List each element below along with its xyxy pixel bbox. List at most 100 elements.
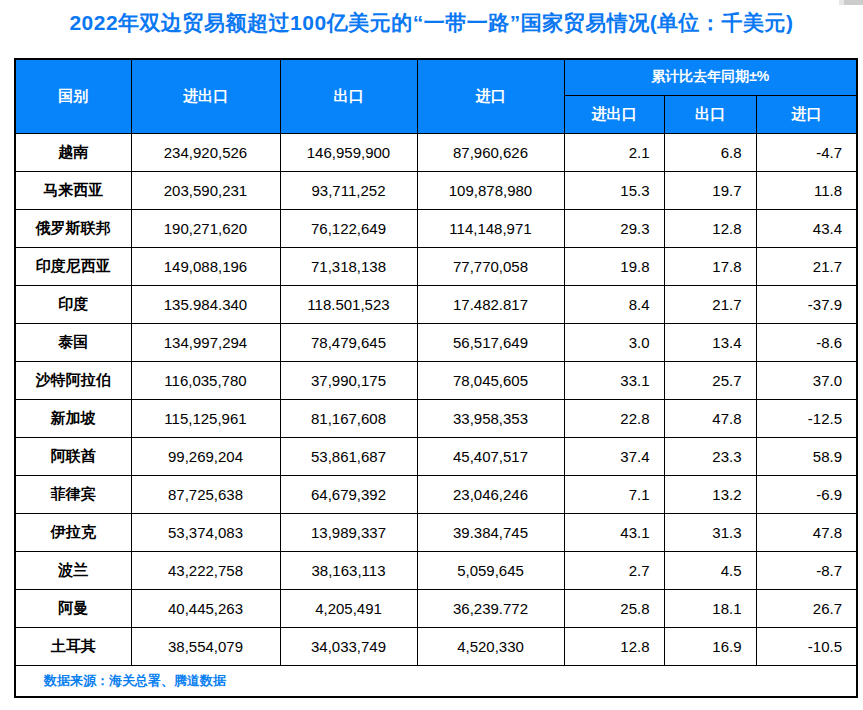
yoy-total-cell: 29.3 bbox=[564, 209, 664, 247]
export-cell: 53,861,687 bbox=[280, 437, 417, 475]
table-row: 印度尼西亚 149,088,196 71,318,138 77,770,058 … bbox=[15, 247, 857, 285]
total-cell: 134,997,294 bbox=[131, 323, 280, 361]
export-cell: 81,167,608 bbox=[280, 399, 417, 437]
country-cell: 俄罗斯联邦 bbox=[15, 209, 131, 247]
import-cell: 17.482.817 bbox=[417, 285, 564, 323]
yoy-total-cell: 3.0 bbox=[564, 323, 664, 361]
yoy-export-cell: 18.1 bbox=[664, 589, 756, 627]
yoy-export-cell: 19.7 bbox=[664, 171, 756, 209]
export-cell: 76,122,649 bbox=[280, 209, 417, 247]
country-cell: 土耳其 bbox=[15, 627, 131, 665]
yoy-total-cell: 19.8 bbox=[564, 247, 664, 285]
import-cell: 87,960,626 bbox=[417, 133, 564, 171]
total-cell: 87,725,638 bbox=[131, 475, 280, 513]
yoy-total-cell: 25.8 bbox=[564, 589, 664, 627]
yoy-total-cell: 43.1 bbox=[564, 513, 664, 551]
total-cell: 38,554,079 bbox=[131, 627, 280, 665]
table-row: 菲律宾 87,725,638 64,679,392 23,046,246 7.1… bbox=[15, 475, 857, 513]
table-row: 伊拉克 53,374,083 13,989,337 39.384,745 43.… bbox=[15, 513, 857, 551]
import-cell: 78,045,605 bbox=[417, 361, 564, 399]
yoy-import-cell: 43.4 bbox=[756, 209, 857, 247]
yoy-import-cell: -6.9 bbox=[756, 475, 857, 513]
yoy-total-cell: 12.8 bbox=[564, 627, 664, 665]
yoy-export-cell: 6.8 bbox=[664, 133, 756, 171]
country-cell: 印度 bbox=[15, 285, 131, 323]
export-cell: 34,033,749 bbox=[280, 627, 417, 665]
country-cell: 菲律宾 bbox=[15, 475, 131, 513]
total-cell: 43,222,758 bbox=[131, 551, 280, 589]
table-row: 越南 234,920,526 146,959,900 87,960,626 2.… bbox=[15, 133, 857, 171]
country-cell: 马来西亚 bbox=[15, 171, 131, 209]
yoy-export-cell: 12.8 bbox=[664, 209, 756, 247]
import-cell: 33,958,353 bbox=[417, 399, 564, 437]
total-cell: 115,125,961 bbox=[131, 399, 280, 437]
country-cell: 新加坡 bbox=[15, 399, 131, 437]
yoy-total-cell: 33.1 bbox=[564, 361, 664, 399]
col-header-yoy-import: 进口 bbox=[756, 95, 857, 133]
yoy-export-cell: 31.3 bbox=[664, 513, 756, 551]
table-row: 波兰 43,222,758 38,163,113 5,059,645 2.7 4… bbox=[15, 551, 857, 589]
total-cell: 135.984.340 bbox=[131, 285, 280, 323]
yoy-import-cell: 58.9 bbox=[756, 437, 857, 475]
yoy-total-cell: 2.1 bbox=[564, 133, 664, 171]
export-cell: 13,989,337 bbox=[280, 513, 417, 551]
country-cell: 伊拉克 bbox=[15, 513, 131, 551]
country-cell: 沙特阿拉伯 bbox=[15, 361, 131, 399]
import-cell: 36,239.772 bbox=[417, 589, 564, 627]
yoy-total-cell: 37.4 bbox=[564, 437, 664, 475]
total-cell: 203,590,231 bbox=[131, 171, 280, 209]
total-cell: 149,088,196 bbox=[131, 247, 280, 285]
yoy-import-cell: 21.7 bbox=[756, 247, 857, 285]
table-row: 沙特阿拉伯 116,035,780 37,990,175 78,045,605 … bbox=[15, 361, 857, 399]
country-cell: 越南 bbox=[15, 133, 131, 171]
yoy-import-cell: -12.5 bbox=[756, 399, 857, 437]
country-cell: 波兰 bbox=[15, 551, 131, 589]
yoy-import-cell: 37.0 bbox=[756, 361, 857, 399]
total-cell: 99,269,204 bbox=[131, 437, 280, 475]
trade-table: 国别 进出口 出口 进口 累计比去年同期±% 进出口 出口 进口 越南 234,… bbox=[14, 58, 858, 698]
total-cell: 40,445,263 bbox=[131, 589, 280, 627]
import-cell: 56,517,649 bbox=[417, 323, 564, 361]
import-cell: 39.384,745 bbox=[417, 513, 564, 551]
country-cell: 印度尼西亚 bbox=[15, 247, 131, 285]
yoy-export-cell: 4.5 bbox=[664, 551, 756, 589]
page-title: 2022年双边贸易额超过100亿美元的“一带一路”国家贸易情况(单位：千美元) bbox=[0, 9, 863, 37]
table-row: 阿联酋 99,269,204 53,861,687 45,407,517 37.… bbox=[15, 437, 857, 475]
export-cell: 118.501,523 bbox=[280, 285, 417, 323]
table-row: 俄罗斯联邦 190,271,620 76,122,649 114,148,971… bbox=[15, 209, 857, 247]
yoy-export-cell: 17.8 bbox=[664, 247, 756, 285]
yoy-export-cell: 25.7 bbox=[664, 361, 756, 399]
import-cell: 23,046,246 bbox=[417, 475, 564, 513]
table-row: 泰国 134,997,294 78,479,645 56,517,649 3.0… bbox=[15, 323, 857, 361]
yoy-export-cell: 13.4 bbox=[664, 323, 756, 361]
scrollbar-thumb[interactable] bbox=[839, 0, 863, 5]
export-cell: 64,679,392 bbox=[280, 475, 417, 513]
col-header-yoy-group: 累计比去年同期±% bbox=[564, 59, 857, 95]
table-body: 越南 234,920,526 146,959,900 87,960,626 2.… bbox=[15, 133, 857, 665]
total-cell: 116,035,780 bbox=[131, 361, 280, 399]
col-header-yoy-total: 进出口 bbox=[564, 95, 664, 133]
export-cell: 37,990,175 bbox=[280, 361, 417, 399]
yoy-import-cell: -10.5 bbox=[756, 627, 857, 665]
import-cell: 109,878,980 bbox=[417, 171, 564, 209]
country-cell: 泰国 bbox=[15, 323, 131, 361]
yoy-total-cell: 22.8 bbox=[564, 399, 664, 437]
yoy-total-cell: 2.7 bbox=[564, 551, 664, 589]
yoy-total-cell: 8.4 bbox=[564, 285, 664, 323]
yoy-export-cell: 16.9 bbox=[664, 627, 756, 665]
total-cell: 53,374,083 bbox=[131, 513, 280, 551]
yoy-export-cell: 21.7 bbox=[664, 285, 756, 323]
col-header-export: 出口 bbox=[280, 59, 417, 133]
yoy-import-cell: 47.8 bbox=[756, 513, 857, 551]
export-cell: 78,479,645 bbox=[280, 323, 417, 361]
yoy-import-cell: -37.9 bbox=[756, 285, 857, 323]
yoy-export-cell: 23.3 bbox=[664, 437, 756, 475]
export-cell: 4,205,491 bbox=[280, 589, 417, 627]
source-note: 数据来源：海关总署、腾道数据 bbox=[15, 665, 857, 697]
import-cell: 114,148,971 bbox=[417, 209, 564, 247]
source-row: 数据来源：海关总署、腾道数据 bbox=[15, 665, 857, 697]
export-cell: 146,959,900 bbox=[280, 133, 417, 171]
country-cell: 阿曼 bbox=[15, 589, 131, 627]
import-cell: 77,770,058 bbox=[417, 247, 564, 285]
yoy-total-cell: 15.3 bbox=[564, 171, 664, 209]
